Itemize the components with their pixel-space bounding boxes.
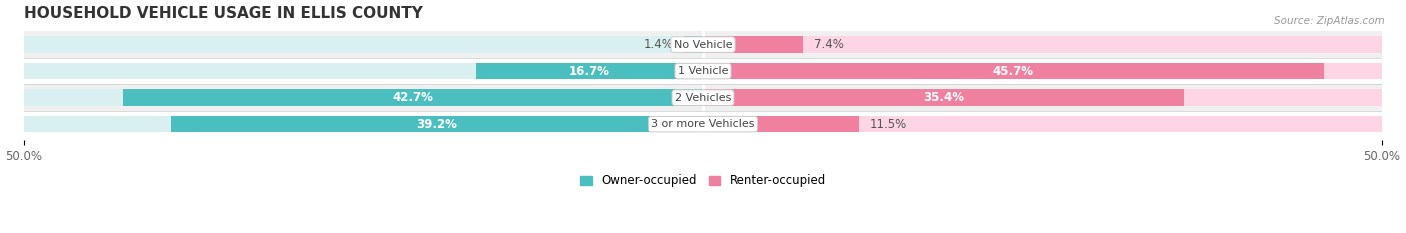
Text: 1 Vehicle: 1 Vehicle: [678, 66, 728, 76]
Bar: [24, 116, 703, 132]
Text: 2 Vehicles: 2 Vehicles: [675, 93, 731, 103]
Text: 11.5%: 11.5%: [870, 118, 907, 131]
Bar: [24, 111, 1382, 137]
Bar: [24, 58, 1382, 84]
Bar: [703, 89, 1184, 106]
Bar: [703, 63, 1382, 79]
Bar: [24, 63, 703, 79]
Bar: [703, 36, 803, 53]
Text: 16.7%: 16.7%: [569, 65, 610, 78]
Text: 1.4%: 1.4%: [644, 38, 673, 51]
Text: 35.4%: 35.4%: [922, 91, 965, 104]
Bar: [477, 63, 703, 79]
Bar: [24, 31, 1382, 58]
Text: 39.2%: 39.2%: [416, 118, 457, 131]
Text: 42.7%: 42.7%: [392, 91, 433, 104]
Text: No Vehicle: No Vehicle: [673, 40, 733, 50]
Text: 7.4%: 7.4%: [814, 38, 844, 51]
Bar: [703, 89, 1382, 106]
Text: Source: ZipAtlas.com: Source: ZipAtlas.com: [1274, 16, 1385, 26]
Legend: Owner-occupied, Renter-occupied: Owner-occupied, Renter-occupied: [575, 170, 831, 192]
Bar: [703, 116, 859, 132]
Bar: [703, 63, 1323, 79]
Text: 3 or more Vehicles: 3 or more Vehicles: [651, 119, 755, 129]
Text: HOUSEHOLD VEHICLE USAGE IN ELLIS COUNTY: HOUSEHOLD VEHICLE USAGE IN ELLIS COUNTY: [24, 6, 423, 21]
Bar: [24, 36, 703, 53]
Text: 45.7%: 45.7%: [993, 65, 1033, 78]
Bar: [24, 89, 703, 106]
Bar: [24, 84, 1382, 111]
Bar: [170, 116, 703, 132]
Bar: [703, 116, 1382, 132]
Bar: [683, 36, 703, 53]
Bar: [124, 89, 703, 106]
Bar: [703, 36, 1382, 53]
